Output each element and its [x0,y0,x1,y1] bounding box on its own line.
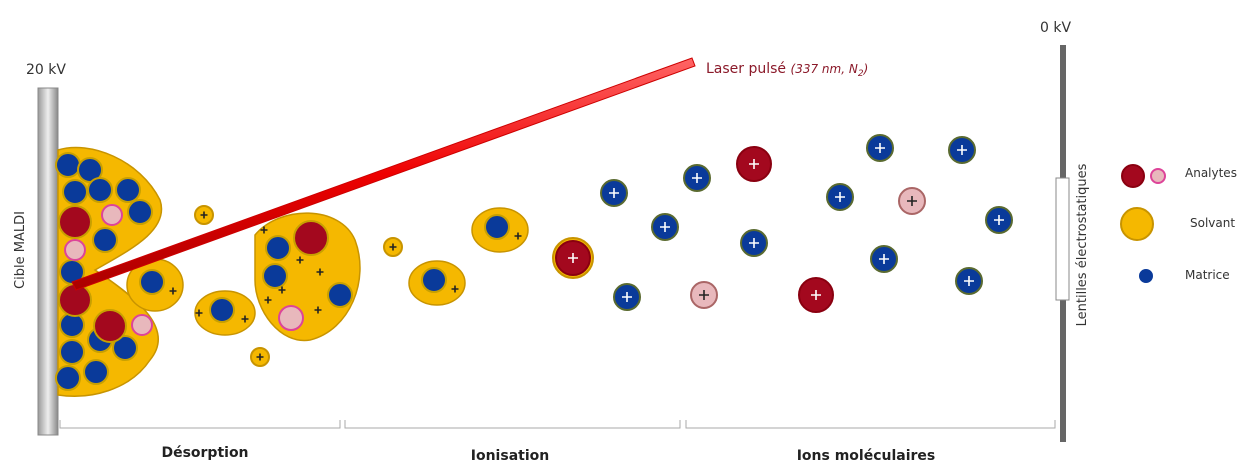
matrix [59,339,85,365]
charge [749,159,759,169]
matrix [139,269,165,295]
matrix [112,335,138,361]
target-plate [37,87,59,436]
matrix [209,297,235,323]
matrix [115,177,141,203]
charge [169,287,177,295]
analyte-light [64,239,86,261]
lens-voltage: 0 kV [1040,20,1071,36]
charge [256,353,264,361]
matrix [55,365,81,391]
laser-subscript: 2 [858,69,864,79]
charge [278,286,286,294]
charge [241,315,249,323]
charge [622,292,632,302]
laser-close: ) [863,62,869,76]
legend-analytes: Analytes [1185,166,1237,180]
charge [264,296,272,304]
particles [55,134,1166,397]
charge [907,196,917,206]
charge [316,268,324,276]
target-voltage: 20 kV [26,62,66,78]
matrix [62,179,88,205]
target-label: Cible MALDI [13,211,28,289]
charge [835,192,845,202]
stage-label: Désorption [161,445,248,461]
lens-label: Lentilles électrostatiques [1075,163,1090,326]
matrix [92,227,118,253]
charge [879,254,889,264]
laser-detail: (337 nm, N [791,62,858,76]
legend-solvent: Solvant [1190,216,1235,230]
laser-name: Laser pulsé [706,61,786,77]
analyte-light [131,314,153,336]
charge [660,222,670,232]
matrix [327,282,353,308]
matrix [484,214,510,240]
matrix [421,267,447,293]
legend-analyte-light [1150,168,1166,184]
charge [451,285,459,293]
stage-label: Ions moléculaires [797,448,936,464]
charge [389,243,397,251]
legend-solvent [1120,207,1154,241]
analyte [293,220,329,256]
charge [994,215,1004,225]
matrix [127,199,153,225]
analyte [93,309,127,343]
charge [699,290,709,300]
matrix [83,359,109,385]
charge [296,256,304,264]
charge [875,143,885,153]
charge [568,253,578,263]
laser-beam [71,57,696,291]
matrix [87,177,113,203]
stage-brackets [59,420,1056,429]
matrix [262,263,288,289]
analyte-light [101,204,123,226]
charge [514,232,522,240]
legend-matrix: Matrice [1185,268,1230,282]
charge [200,211,208,219]
charge [957,145,967,155]
charge [260,226,268,234]
charge [811,290,821,300]
charge [692,173,702,183]
charge [314,306,322,314]
legend-matrix [1139,269,1153,283]
laser-label: Laser pulsé (337 nm, N2) [706,61,868,79]
lens-window [1055,177,1070,301]
analyte [58,205,92,239]
legend-analyte [1121,164,1145,188]
charge [609,188,619,198]
analyte-light [278,305,304,331]
charge [964,276,974,286]
charge [195,309,203,317]
matrix [55,152,81,178]
stage-label: Ionisation [471,448,549,464]
charge [749,238,759,248]
matrix [265,235,291,261]
